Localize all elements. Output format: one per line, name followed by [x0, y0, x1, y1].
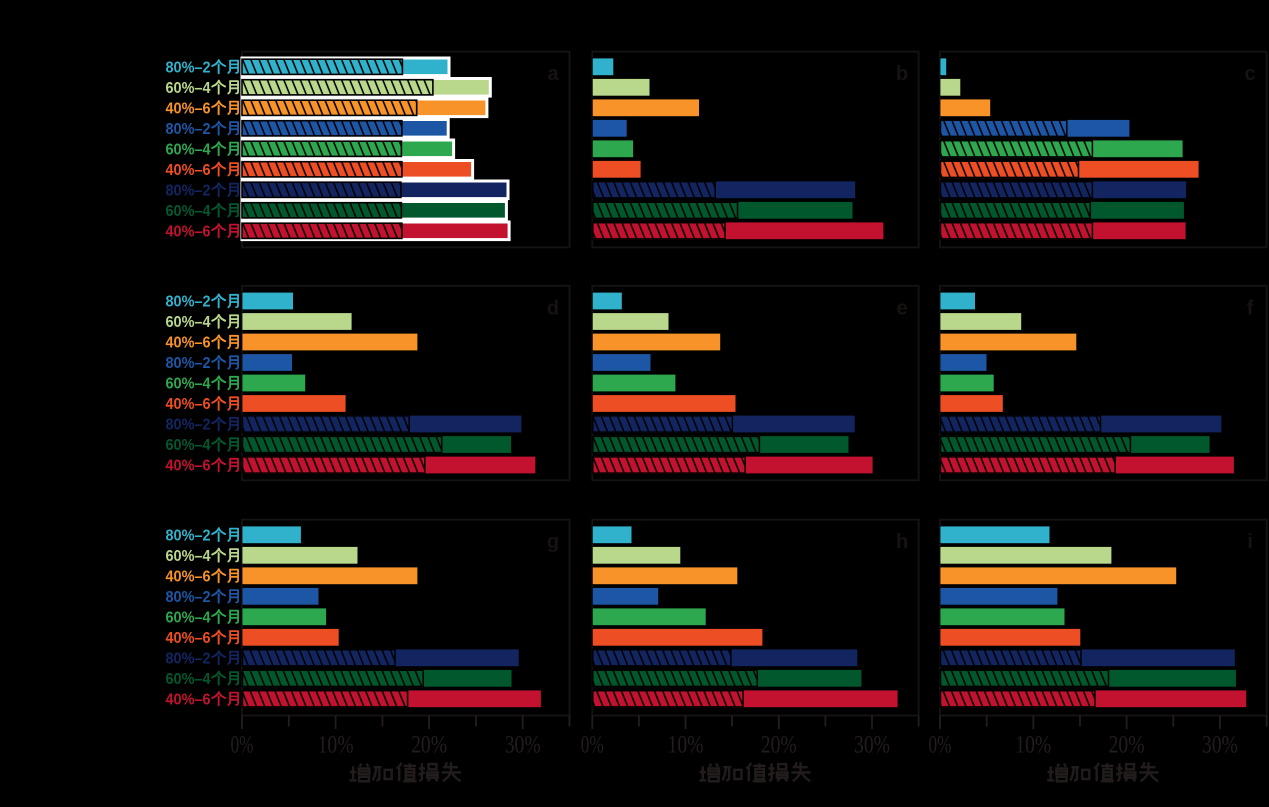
svg-text:80%–2: 80%–2: [166, 589, 211, 606]
svg-text:0%: 0%: [581, 729, 604, 758]
svg-text:40%–6: 40%–6: [166, 100, 211, 117]
svg-text:40%–6: 40%–6: [166, 691, 211, 708]
svg-text:30%: 30%: [505, 729, 541, 758]
svg-text:e: e: [897, 297, 908, 319]
svg-text:60%–4: 60%–4: [166, 141, 211, 158]
svg-text:40%–6: 40%–6: [166, 223, 211, 240]
svg-text:40%–6: 40%–6: [166, 335, 211, 352]
svg-text:c: c: [1245, 63, 1256, 85]
svg-text:h: h: [896, 531, 908, 553]
svg-text:0%: 0%: [231, 729, 254, 758]
svg-text:b: b: [896, 63, 908, 85]
svg-text:80%–2: 80%–2: [166, 650, 211, 667]
svg-text:10%: 10%: [1015, 729, 1051, 758]
svg-text:60%–4: 60%–4: [166, 548, 211, 565]
svg-text:20%: 20%: [761, 729, 797, 758]
svg-text:80%–2: 80%–2: [166, 121, 211, 138]
svg-text:60%–4: 60%–4: [166, 314, 211, 331]
svg-text:10%: 10%: [668, 729, 704, 758]
svg-text:g: g: [547, 531, 559, 553]
svg-text:80%–2: 80%–2: [166, 355, 211, 372]
svg-text:60%–4: 60%–4: [166, 203, 211, 220]
svg-text:40%–6: 40%–6: [166, 458, 211, 475]
svg-text:60%–4: 60%–4: [166, 671, 211, 688]
svg-text:40%–6: 40%–6: [166, 630, 211, 647]
svg-text:20%: 20%: [1109, 729, 1145, 758]
svg-text:80%–2: 80%–2: [166, 294, 211, 311]
svg-text:0%: 0%: [929, 729, 952, 758]
svg-text:80%–2: 80%–2: [166, 182, 211, 199]
svg-text:60%–4: 60%–4: [166, 609, 211, 626]
svg-text:80%–2: 80%–2: [166, 417, 211, 434]
svg-text:40%–6: 40%–6: [166, 396, 211, 413]
svg-text:60%–4: 60%–4: [166, 437, 211, 454]
svg-text:d: d: [547, 297, 559, 319]
svg-text:20%: 20%: [411, 729, 447, 758]
svg-text:40%–6: 40%–6: [166, 162, 211, 179]
svg-text:30%: 30%: [1202, 729, 1238, 758]
svg-text:30%: 30%: [854, 729, 890, 758]
svg-text:a: a: [547, 63, 559, 85]
svg-text:60%–4: 60%–4: [166, 80, 211, 97]
svg-text:40%–6: 40%–6: [166, 568, 211, 585]
svg-text:f: f: [1247, 297, 1254, 319]
svg-text:10%: 10%: [318, 729, 354, 758]
svg-text:60%–4: 60%–4: [166, 376, 211, 393]
svg-text:i: i: [1247, 531, 1253, 553]
svg-text:80%–2: 80%–2: [166, 59, 211, 76]
svg-text:80%–2: 80%–2: [166, 527, 211, 544]
